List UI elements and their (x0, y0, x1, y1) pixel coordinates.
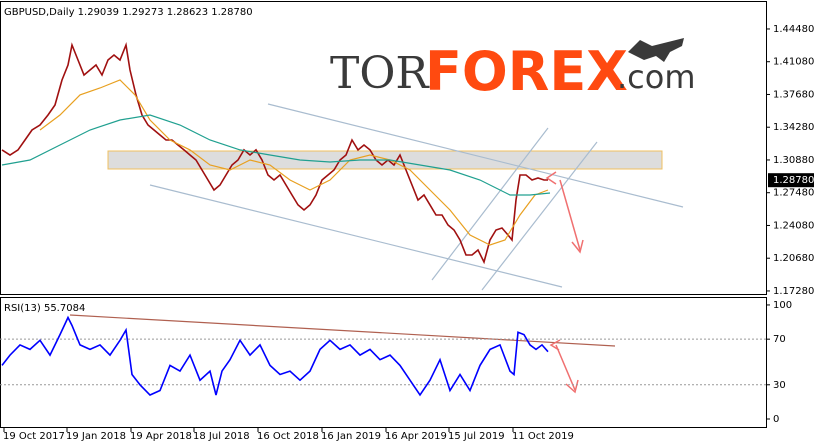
y-tick-label: 1.34280 (773, 122, 814, 133)
x-tick-label: 16 Oct 2018 (257, 431, 319, 442)
y-tick-label: 1.24080 (773, 220, 814, 231)
y-tick-label: 1.30880 (773, 155, 814, 166)
logo-tor: TOR (330, 48, 430, 99)
series-line (39, 79, 549, 246)
y-tick-label: 100 (773, 300, 792, 311)
x-tick-label: 11 Oct 2019 (512, 431, 574, 442)
y-tick-label: 1.44480 (773, 24, 814, 35)
y-tick-label: 1.27480 (773, 188, 814, 199)
series-line (1, 114, 551, 196)
series-line (1, 42, 548, 265)
y-tick-label: 1.17280 (773, 286, 814, 297)
panel-title: GBPUSD,Daily 1.29039 1.29273 1.28623 1.2… (4, 7, 253, 18)
channel-lines (149, 103, 684, 291)
y-tick-label: 0 (773, 414, 779, 425)
panel-title: RSI(13) 55.7084 (4, 303, 85, 314)
y-tick-label: 30 (773, 380, 786, 391)
x-tick-label: 19 Apr 2018 (130, 431, 192, 442)
x-tick-label: 19 Oct 2017 (3, 431, 65, 442)
last-price-label: 1.28780 (773, 175, 814, 186)
x-tick-label: 19 Jan 2018 (66, 431, 126, 442)
x-tick-label: 16 Jan 2019 (321, 431, 381, 442)
price-panel (0, 1, 767, 295)
logo-bull (628, 38, 684, 62)
y-tick-label: 70 (773, 334, 786, 345)
x-tick-label: 16 Apr 2019 (385, 431, 447, 442)
y-tick-label: 1.20680 (773, 253, 814, 264)
logo-forex: FOREX (425, 40, 628, 103)
logo: TOR FOREX .com (330, 38, 696, 103)
y-tick-label: 1.37680 (773, 89, 814, 100)
last-price-box (768, 173, 814, 188)
series-line (1, 315, 549, 397)
rsi-panel (0, 297, 767, 428)
forecast-arrows (69, 171, 616, 394)
logo-com: .com (617, 58, 696, 96)
y-tick-label: 1.41080 (773, 57, 814, 68)
x-tick-label: 15 Jul 2019 (448, 431, 505, 442)
x-tick-label: 18 Jul 2018 (193, 431, 250, 442)
